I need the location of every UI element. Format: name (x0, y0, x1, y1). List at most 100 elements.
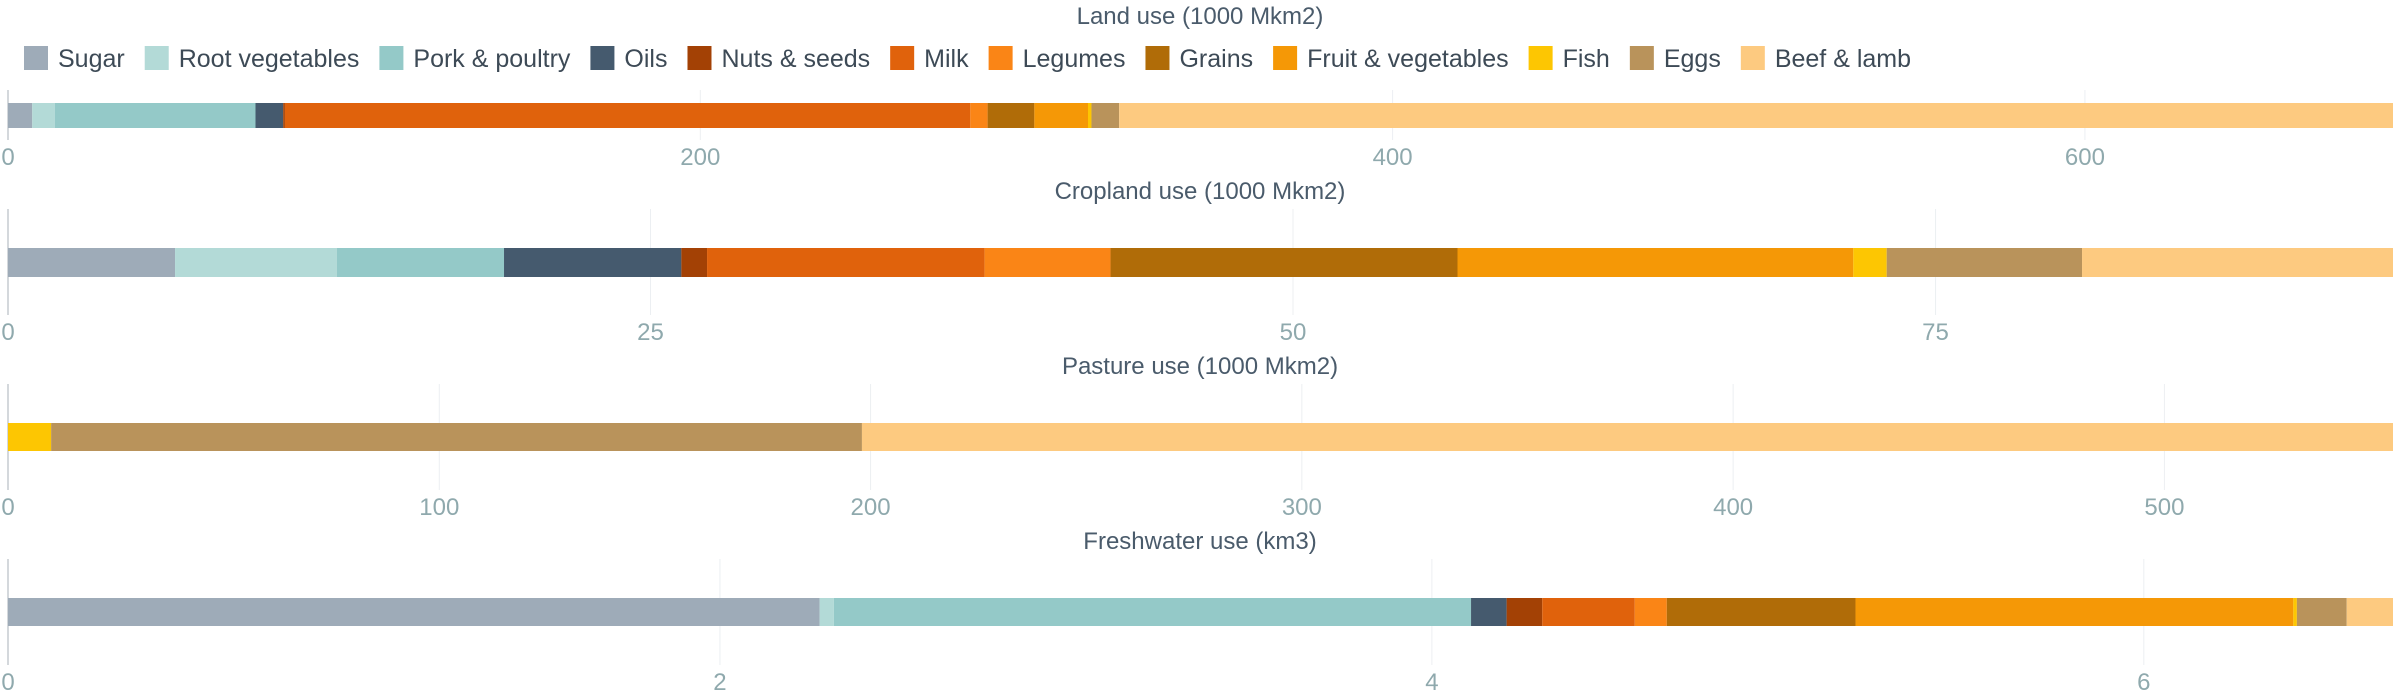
x-tick-label: 0 (1, 669, 14, 696)
bar-segment-fish[interactable] (2293, 598, 2297, 626)
legend-item-legumes[interactable]: Legumes (988, 45, 1126, 73)
bar-segment-eggs[interactable] (1886, 248, 2083, 277)
bar-segment-fruit-and-vegetables[interactable] (1855, 598, 2294, 626)
bar-segment-beef-and-lamb[interactable] (1119, 103, 2393, 128)
bar-segment-root-vegetables[interactable] (175, 248, 337, 277)
bar-segment-beef-and-lamb[interactable] (2346, 598, 2393, 626)
x-tick-label: 75 (1922, 319, 1949, 346)
panel-land-use-1000-mkm2: Land use (1000 Mkm2) 0 200 400 600 (1, 3, 2393, 171)
bar-segment-pork-and-poultry[interactable] (336, 248, 505, 277)
bar-segment-legumes[interactable] (970, 103, 988, 128)
x-tick-label: 600 (2065, 144, 2105, 171)
legend-swatch (1740, 46, 1765, 70)
legend-label: Oils (624, 45, 667, 73)
legend-label: Nuts & seeds (721, 45, 870, 73)
bar-segment-fruit-and-vegetables[interactable] (1457, 248, 1854, 277)
bar-segment-sugar[interactable] (8, 103, 33, 128)
x-tick-label: 0 (1, 494, 14, 521)
legend-label: Legumes (1023, 45, 1126, 73)
x-tick-label: 0 (1, 144, 14, 171)
bar-segment-eggs[interactable] (51, 423, 862, 451)
legend-item-eggs[interactable]: Eggs (1629, 45, 1721, 73)
bar-segment-beef-and-lamb[interactable] (2082, 248, 2393, 277)
legend-swatch (144, 46, 169, 70)
legend-label: Grains (1179, 45, 1253, 73)
panel-freshwater-use-km3: Freshwater use (km3) 0 2 4 6 (1, 528, 2393, 696)
x-tick-label: 6 (2137, 669, 2150, 696)
bar-segment-milk[interactable] (1542, 598, 1635, 626)
legend-swatch (379, 46, 404, 70)
legend-swatch (590, 46, 615, 70)
x-tick-label: 2 (713, 669, 726, 696)
legend-label: Sugar (58, 45, 125, 73)
x-tick-label: 200 (680, 144, 720, 171)
legend-label: Milk (924, 45, 969, 73)
x-tick-label: 200 (851, 494, 891, 521)
legend-label: Root vegetables (179, 45, 360, 73)
bar-segment-grains[interactable] (1110, 248, 1458, 277)
bar-segment-root-vegetables[interactable] (32, 103, 55, 128)
legend-swatch (24, 46, 48, 70)
legend-swatch (1273, 46, 1298, 70)
bar-segment-pork-and-poultry[interactable] (833, 598, 1472, 626)
legend-swatch (1528, 46, 1553, 70)
bar-segment-oils[interactable] (1471, 598, 1507, 626)
bar-segment-beef-and-lamb[interactable] (861, 423, 2393, 451)
bar-segment-root-vegetables[interactable] (819, 598, 834, 626)
legend-label: Eggs (1664, 45, 1721, 73)
legend-label: Pork & poultry (413, 45, 571, 73)
bar-segment-fruit-and-vegetables[interactable] (1034, 103, 1088, 128)
x-tick-label: 4 (1425, 669, 1438, 696)
bar-segment-fish[interactable] (8, 423, 52, 451)
bar-segment-grains[interactable] (987, 103, 1035, 128)
bar-segment-eggs[interactable] (2296, 598, 2347, 626)
legend-item-milk[interactable]: Milk (890, 45, 969, 73)
x-tick-label: 25 (637, 319, 664, 346)
legend-item-grains[interactable]: Grains (1145, 45, 1253, 73)
bar-segment-milk[interactable] (707, 248, 985, 277)
bar-segment-legumes[interactable] (1634, 598, 1667, 626)
bar-segment-nuts-and-seeds[interactable] (283, 103, 285, 128)
bar-segment-fish[interactable] (1088, 103, 1092, 128)
panel-title: Cropland use (1000 Mkm2) (1055, 178, 1346, 205)
legend-item-beef-and-lamb[interactable]: Beef & lamb (1740, 45, 1911, 73)
legend-label: Fruit & vegetables (1307, 45, 1509, 73)
legend-item-fish[interactable]: Fish (1528, 45, 1610, 73)
legend-swatch (988, 46, 1013, 70)
bar-segment-sugar[interactable] (8, 248, 176, 277)
legend: Sugar Root vegetables Pork & poultry Oils Nu… (24, 45, 1911, 73)
bar-segment-oils[interactable] (504, 248, 682, 277)
bar-segment-fish[interactable] (1853, 248, 1887, 277)
bar-segment-sugar[interactable] (8, 598, 820, 626)
legend-item-oils[interactable]: Oils (590, 45, 667, 73)
bar-segment-nuts-and-seeds[interactable] (1506, 598, 1543, 626)
bar-segment-nuts-and-seeds[interactable] (681, 248, 708, 277)
legend-item-nuts-and-seeds[interactable]: Nuts & seeds (687, 45, 870, 73)
bar-segment-grains[interactable] (1666, 598, 1856, 626)
bar-segment-eggs[interactable] (1091, 103, 1120, 128)
x-tick-label: 500 (2144, 494, 2184, 521)
bar-segment-legumes[interactable] (984, 248, 1111, 277)
legend-swatch (687, 46, 712, 70)
x-tick-label: 50 (1280, 319, 1307, 346)
legend-item-fruit-and-vegetables[interactable]: Fruit & vegetables (1273, 45, 1509, 73)
legend-item-root-vegetables[interactable]: Root vegetables (144, 45, 360, 73)
x-tick-label: 400 (1373, 144, 1413, 171)
legend-swatch (1629, 46, 1654, 70)
bar-segment-milk[interactable] (284, 103, 971, 128)
x-tick-label: 0 (1, 319, 14, 346)
legend-item-sugar[interactable]: Sugar (24, 45, 125, 73)
panel-cropland-use-1000-mkm2: Cropland use (1000 Mkm2) 0 25 50 75 (1, 178, 2393, 346)
bar-segment-pork-and-poultry[interactable] (54, 103, 256, 128)
panel-title: Pasture use (1000 Mkm2) (1062, 353, 1338, 380)
panel-title: Land use (1000 Mkm2) (1077, 3, 1324, 30)
x-tick-label: 100 (419, 494, 459, 521)
legend-item-pork-and-poultry[interactable]: Pork & poultry (379, 45, 571, 73)
x-tick-label: 400 (1713, 494, 1753, 521)
legend-swatch (890, 46, 915, 70)
bar-segment-oils[interactable] (255, 103, 284, 128)
panel-pasture-use-1000-mkm2: Pasture use (1000 Mkm2) 0 100 200 300 400 500 (1, 353, 2393, 521)
panel-title: Freshwater use (km3) (1083, 528, 1316, 555)
